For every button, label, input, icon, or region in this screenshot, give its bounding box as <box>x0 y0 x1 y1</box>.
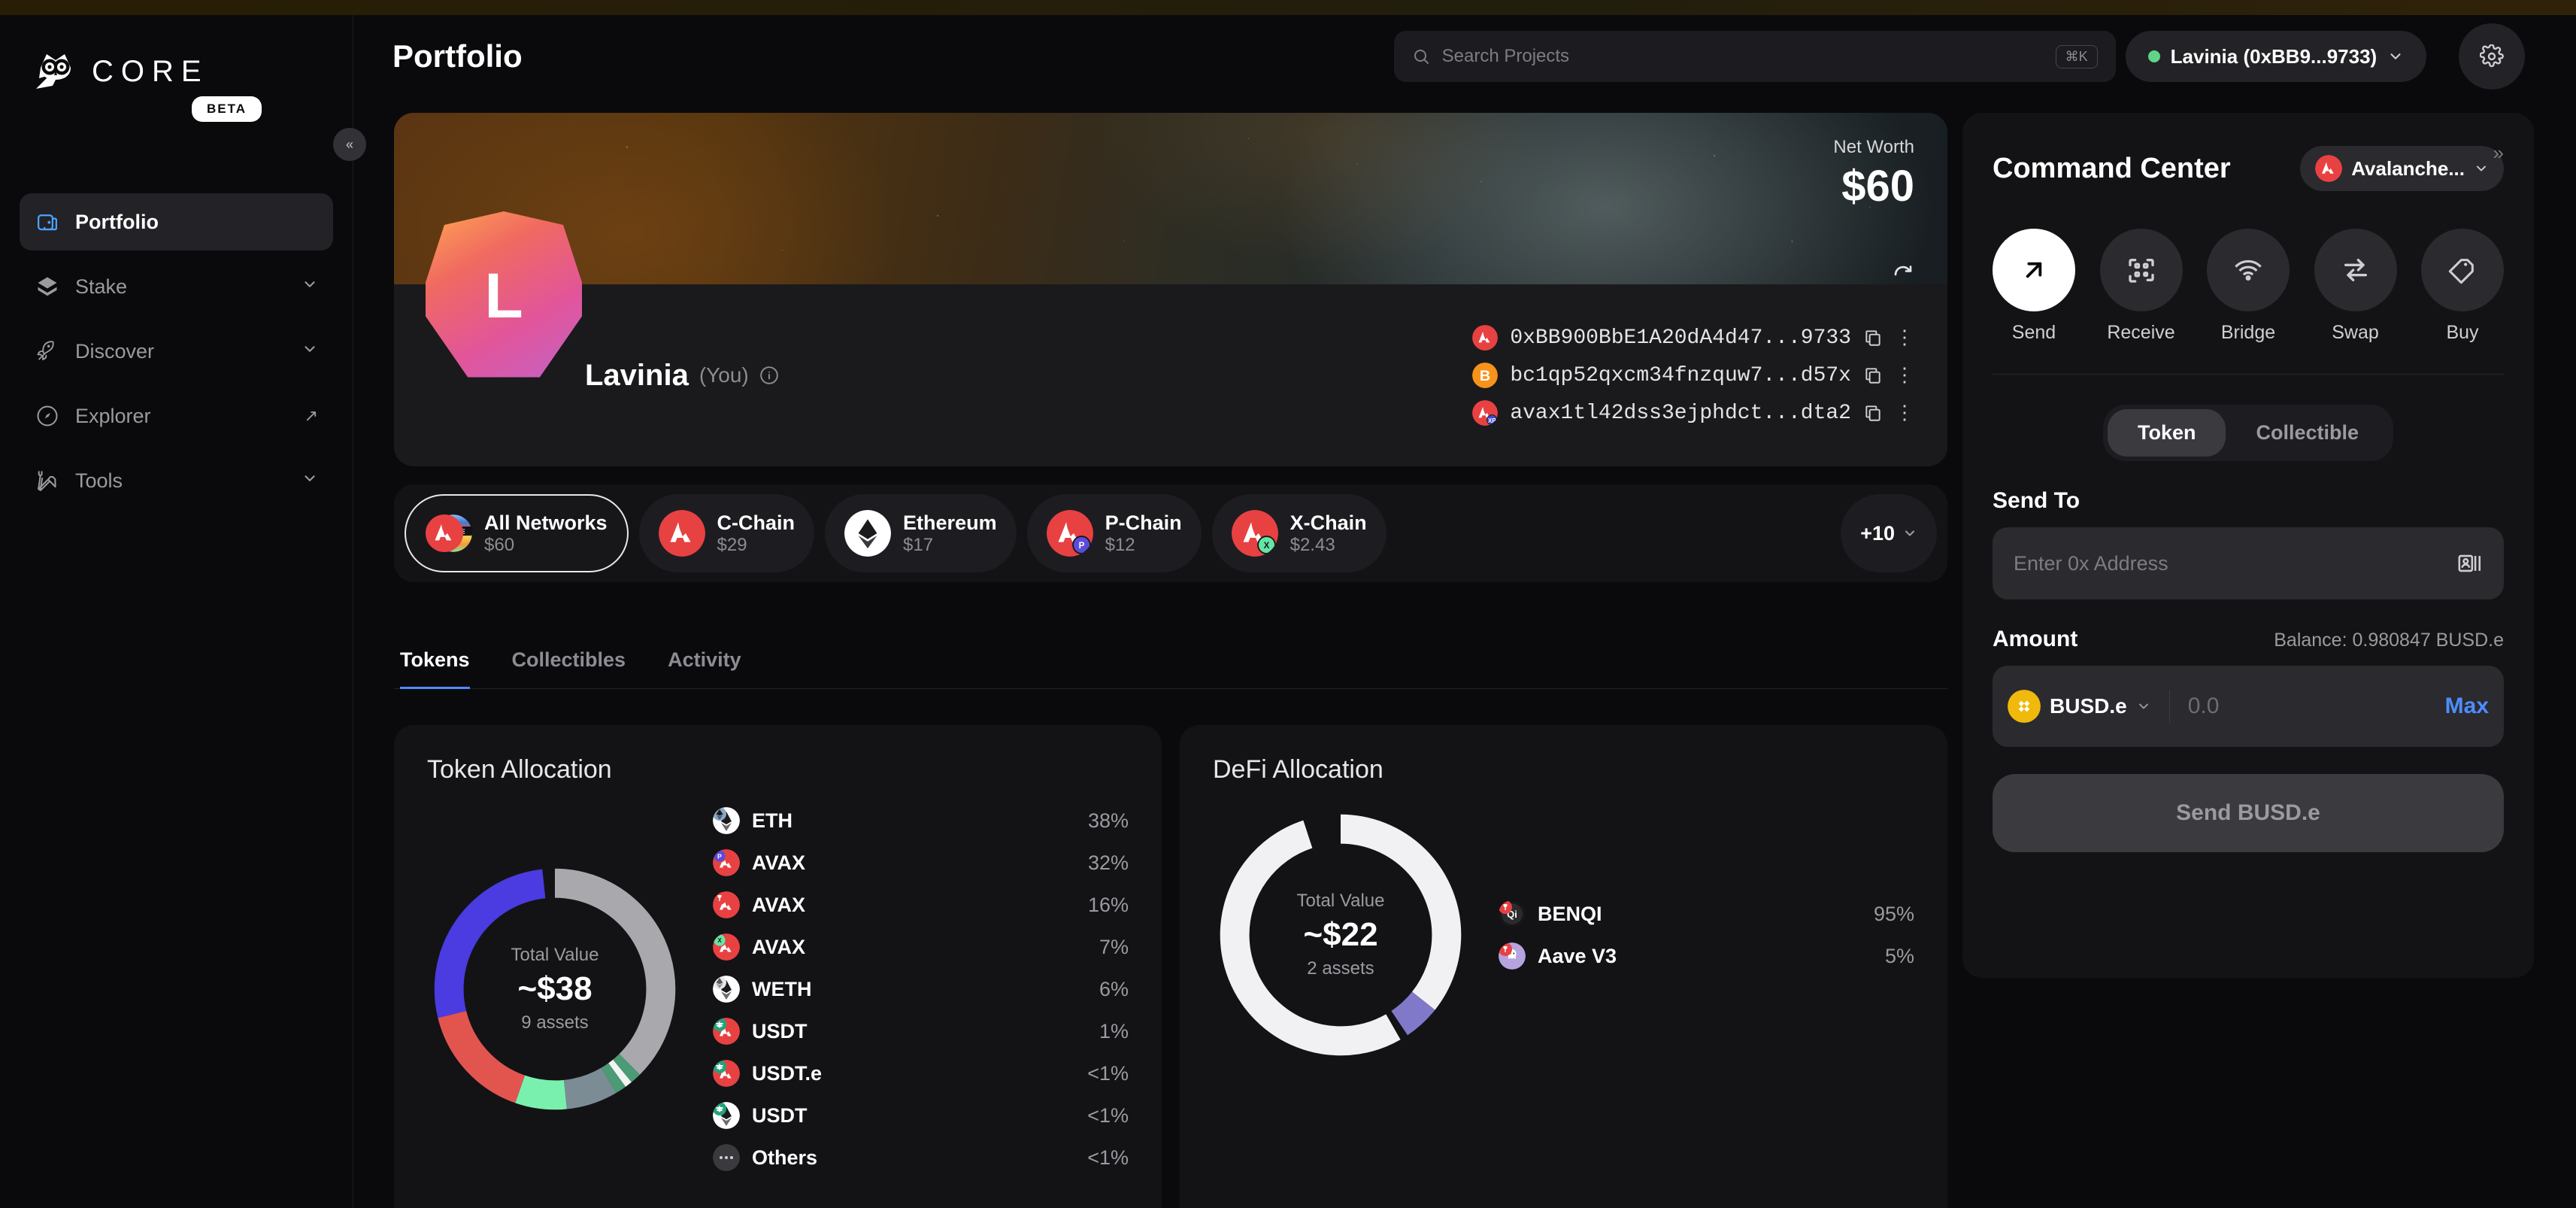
svg-text:B: B <box>1480 368 1490 384</box>
svg-text:P: P <box>717 852 722 860</box>
svg-text:X: X <box>717 937 722 944</box>
svg-text:XP: XP <box>1488 417 1496 424</box>
svg-text:P: P <box>1078 541 1084 551</box>
svg-text:X: X <box>1263 541 1269 551</box>
